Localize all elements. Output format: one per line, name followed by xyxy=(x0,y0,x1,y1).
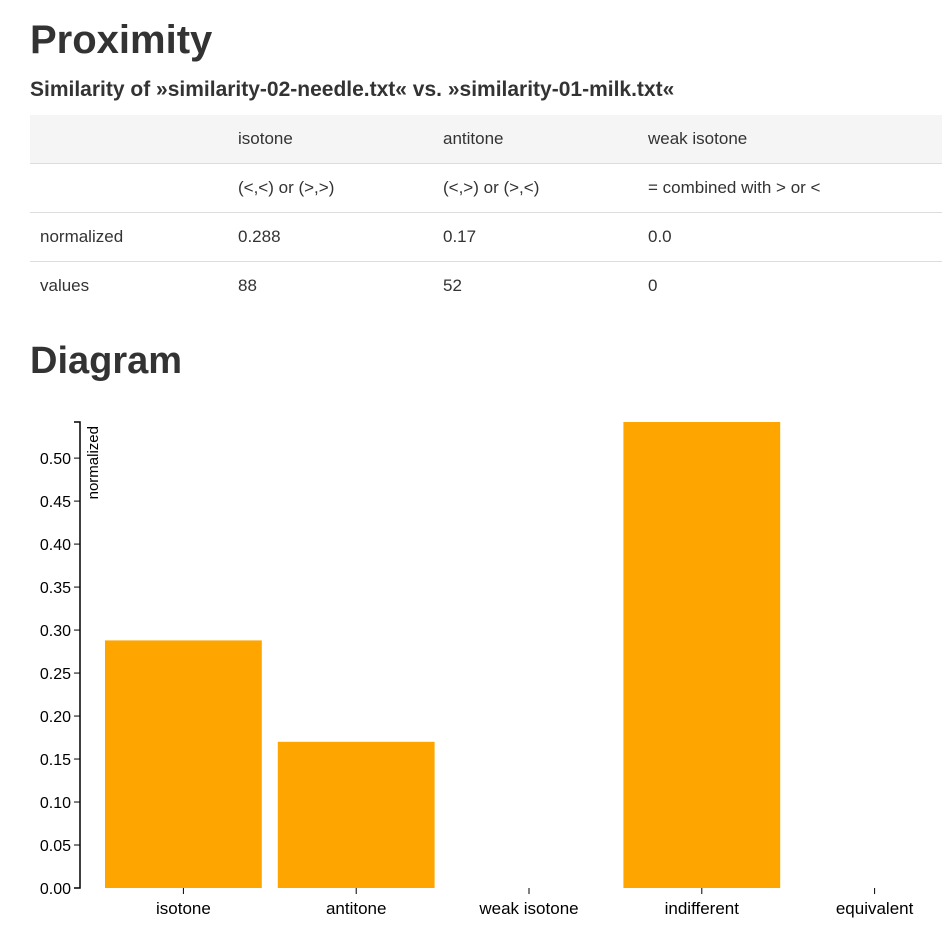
y-tick-label: 0.50 xyxy=(40,451,71,468)
x-tick-label: weak isotone xyxy=(478,899,578,918)
proximity-table: isotone antitone weak isotone (<,<) or (… xyxy=(30,115,942,310)
y-tick-label: 0.35 xyxy=(40,580,71,597)
x-tick-label: equivalent xyxy=(836,899,914,918)
table-header-row: isotone antitone weak isotone xyxy=(30,115,942,164)
column-header-weak-isotone: weak isotone xyxy=(638,115,942,164)
similarity-subtitle: Similarity of »similarity-02-needle.txt«… xyxy=(30,78,675,101)
table-cell: (<,<) or (>,>) xyxy=(228,163,433,213)
page-title: Proximity xyxy=(30,18,213,62)
y-tick-label: 0.45 xyxy=(40,494,71,511)
table-cell: 0 xyxy=(638,261,942,310)
table-cell: 0.288 xyxy=(228,212,433,262)
y-tick-label: 0.20 xyxy=(40,709,71,726)
table-row-values: values 88 52 0 xyxy=(30,261,942,310)
x-tick-label: antitone xyxy=(326,899,387,918)
table-cell xyxy=(30,163,228,213)
y-tick-label: 0.30 xyxy=(40,623,71,640)
y-tick-label: 0.10 xyxy=(40,795,71,812)
table-cell: 0.0 xyxy=(638,212,942,262)
y-tick-label: 0.15 xyxy=(40,752,71,769)
row-label-values: values xyxy=(30,261,228,310)
table-cell: = combined with > or < xyxy=(638,163,942,213)
diagram-title: Diagram xyxy=(30,340,183,382)
y-tick-label: 0.00 xyxy=(40,881,71,898)
table-row-relation: (<,<) or (>,>) (<,>) or (>,<) = combined… xyxy=(30,163,942,213)
bar-indifferent xyxy=(623,422,781,888)
table-cell: 52 xyxy=(433,261,638,310)
y-tick-label: 0.05 xyxy=(40,838,71,855)
x-tick-label: isotone xyxy=(156,899,211,918)
bar-isotone xyxy=(105,640,262,888)
column-header-isotone: isotone xyxy=(228,115,433,164)
bar-antitone xyxy=(277,741,435,888)
bar-chart: isotone antitone weak isotone indifferent eq… xyxy=(40,421,914,918)
y-axis-label: normalized xyxy=(85,426,102,499)
column-header-antitone: antitone xyxy=(433,115,638,164)
table-cell: 88 xyxy=(228,261,433,310)
table-cell: 0.17 xyxy=(433,212,638,262)
table-row-normalized: normalized 0.288 0.17 0.0 xyxy=(30,212,942,262)
y-axis-line xyxy=(74,421,81,889)
y-tick-label: 0.40 xyxy=(40,537,71,554)
row-label-normalized: normalized xyxy=(30,212,228,262)
x-tick-label: indifferent xyxy=(665,899,740,918)
y-tick-label: 0.25 xyxy=(40,666,71,683)
table-cell: (<,>) or (>,<) xyxy=(433,163,638,213)
table-cell xyxy=(30,115,228,164)
